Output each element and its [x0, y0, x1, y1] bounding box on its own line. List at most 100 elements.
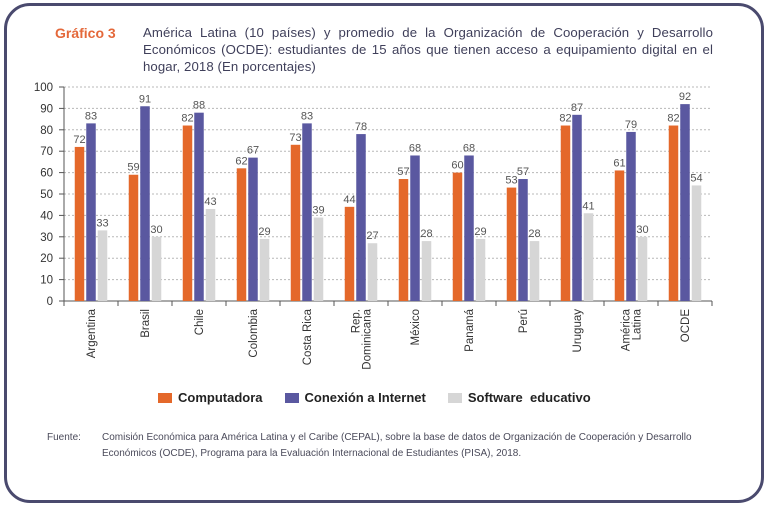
chart-title: América Latina (10 países) y promedio de… [143, 25, 713, 74]
bar [421, 241, 432, 301]
data-label: 68 [409, 142, 421, 154]
bar [464, 155, 474, 301]
bar [182, 125, 193, 302]
y-tick-label: 60 [40, 168, 53, 180]
data-label: 68 [463, 142, 475, 154]
y-tick-label: 70 [40, 146, 53, 158]
bar [313, 217, 324, 301]
bar [410, 155, 420, 301]
bar [151, 236, 162, 301]
data-label: 83 [85, 110, 97, 122]
data-label: 82 [181, 113, 193, 125]
data-label: 29 [474, 226, 486, 238]
x-tick-label: Argentina [86, 308, 98, 358]
data-label: 87 [571, 102, 583, 114]
data-label: 43 [204, 196, 216, 208]
y-tick-label: 0 [47, 296, 53, 308]
legend-item-internet: Conexión a Internet [284, 390, 426, 405]
bar [680, 104, 690, 302]
bar [560, 125, 571, 302]
bar [236, 168, 247, 301]
bar [518, 179, 528, 301]
data-label: 82 [559, 113, 571, 125]
source-label: Fuente: [47, 432, 81, 443]
y-tick-label: 100 [34, 82, 53, 94]
x-tick-label: Rep. [351, 309, 363, 333]
bar [356, 134, 366, 301]
x-tick-label: Brasil [140, 309, 152, 338]
bar [248, 157, 258, 301]
bar [140, 106, 150, 301]
bar [583, 213, 594, 301]
y-tick-label: 50 [40, 189, 53, 201]
data-label: 44 [343, 194, 355, 206]
bar [529, 241, 540, 301]
bar [302, 123, 312, 301]
bar [668, 125, 679, 302]
data-label: 82 [667, 113, 679, 125]
x-tick-label: Latina [632, 308, 644, 340]
legend-item-software: Software educativo [447, 390, 591, 405]
bar [74, 146, 85, 301]
x-tick-label: México [410, 309, 422, 345]
legend-item-computadora: Computadora [158, 390, 263, 405]
legend-label-computadora: Computadora [178, 390, 263, 405]
bar [205, 208, 216, 301]
data-label: 83 [301, 110, 313, 122]
data-label: 61 [613, 157, 625, 169]
y-tick-label: 90 [40, 103, 53, 115]
data-label: 54 [690, 172, 702, 184]
x-tick-label: Costa Rica [302, 308, 314, 365]
bar [452, 172, 463, 301]
x-tick-label: América [621, 308, 633, 351]
y-tick-label: 40 [40, 210, 53, 222]
data-label: 30 [150, 224, 162, 236]
data-label: 92 [679, 91, 691, 103]
y-tick-label: 30 [40, 232, 53, 244]
bar [398, 179, 409, 301]
source-text: Comisión Económica para América Latina y… [102, 432, 692, 459]
x-tick-label: Uruguay [572, 309, 584, 353]
bar [259, 238, 270, 301]
bar [128, 174, 139, 301]
data-label: 27 [366, 230, 378, 242]
data-label: 62 [235, 155, 247, 167]
bar [97, 230, 108, 301]
x-tick-label: Perú [518, 309, 530, 333]
data-label: 30 [636, 224, 648, 236]
x-tick-label: Chile [194, 309, 206, 335]
data-label: 39 [312, 205, 324, 217]
data-label: 33 [96, 217, 108, 229]
data-label: 29 [258, 226, 270, 238]
legend-label-internet: Conexión a Internet [304, 390, 426, 405]
data-label: 28 [528, 228, 540, 240]
data-label: 57 [397, 166, 409, 178]
bar [614, 170, 625, 301]
x-tick-label: Colombia [248, 308, 260, 357]
data-label: 59 [127, 162, 139, 174]
data-label: 79 [625, 119, 637, 131]
bar [506, 187, 517, 301]
bar [475, 238, 486, 301]
chart-legend: Computadora Conexión a Internet Software… [158, 390, 591, 405]
bar [691, 185, 702, 301]
data-label: 60 [451, 160, 463, 172]
bar [194, 112, 204, 302]
bar [86, 123, 96, 301]
data-label: 88 [193, 100, 205, 112]
x-tick-label: OCDE [680, 309, 692, 343]
y-tick-label: 80 [40, 125, 53, 137]
bar [626, 131, 636, 301]
data-label: 72 [73, 134, 85, 146]
legend-label-software: Software educativo [467, 390, 591, 405]
data-label: 53 [505, 175, 517, 187]
bar [344, 206, 355, 301]
y-tick-label: 10 [40, 275, 53, 287]
data-label: 73 [289, 132, 301, 144]
data-label: 28 [420, 228, 432, 240]
bar [572, 114, 582, 301]
data-label: 91 [139, 93, 151, 105]
figure-label: Gráfico 3 [55, 25, 116, 41]
bar [367, 243, 378, 301]
